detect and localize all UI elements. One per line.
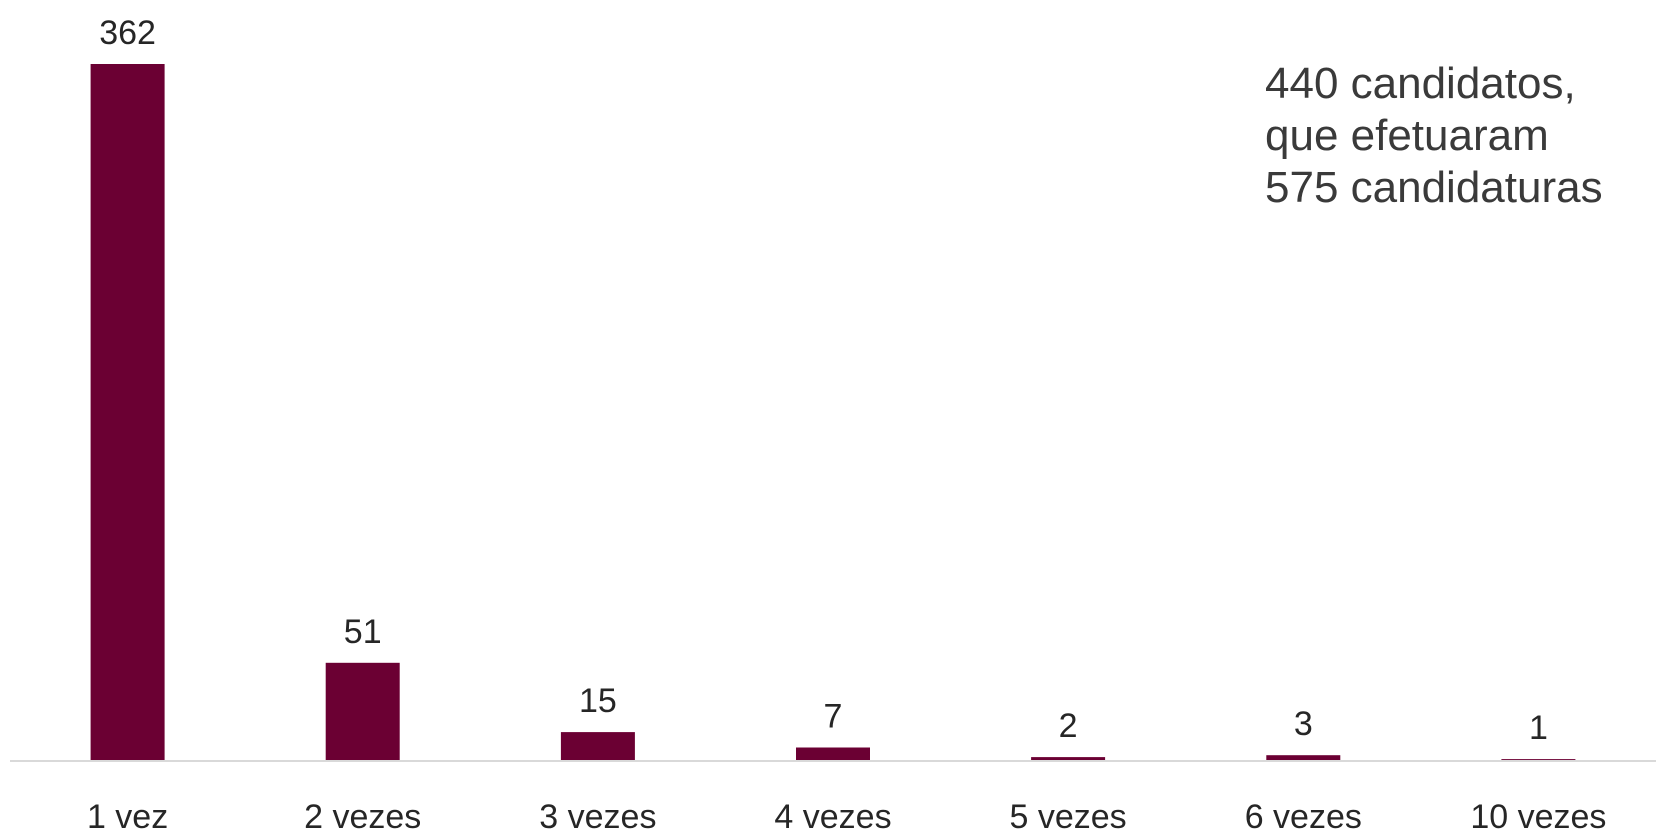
x-tick-label-7: 10 vezes: [1470, 798, 1606, 835]
x-tick-label-5: 5 vezes: [1010, 798, 1127, 835]
annotation-line-1: 440 candidatos,: [1265, 59, 1576, 108]
bar-2: [325, 662, 400, 761]
bar-5: [1031, 757, 1106, 761]
data-label-6: 3: [1294, 705, 1313, 743]
data-label-4: 7: [824, 698, 843, 736]
summary-annotation: 440 candidatos, que efetuaram 575 candid…: [1265, 58, 1645, 214]
data-label-5: 2: [1059, 707, 1078, 745]
data-label-3: 15: [579, 682, 617, 720]
value-labels-layer: 362 51 15 7 2 3 1: [99, 14, 1548, 747]
tick-labels-layer: 1 vez 2 vezes 3 vezes 4 vezes 5 vezes 6 vezes…: [87, 798, 1606, 835]
data-label-7: 1: [1529, 709, 1548, 747]
x-tick-label-2: 2 vezes: [304, 798, 421, 835]
data-label-1: 362: [99, 14, 156, 52]
bar-4: [796, 747, 870, 761]
x-tick-label-1: 1 vez: [87, 798, 168, 835]
x-tick-label-3: 3 vezes: [539, 798, 656, 835]
annotation-line-2: que efetuaram: [1265, 111, 1549, 160]
annotation-line-3: 575 candidaturas: [1265, 163, 1603, 212]
x-tick-label-6: 6 vezes: [1245, 798, 1362, 835]
data-label-2: 51: [344, 613, 382, 651]
x-tick-label-4: 4 vezes: [774, 798, 891, 835]
bar-3: [560, 732, 635, 761]
bar-1: [90, 64, 165, 761]
bar-6: [1266, 755, 1341, 761]
bars-layer: [90, 64, 1576, 761]
